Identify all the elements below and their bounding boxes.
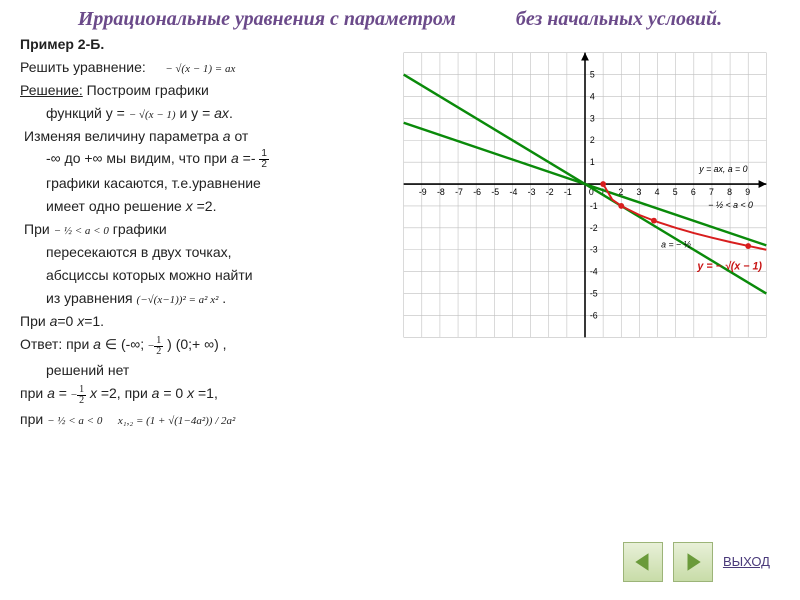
para2-l2: пересекаются в двух точках, bbox=[20, 243, 390, 262]
nav-row: ВЫХОД bbox=[623, 542, 770, 582]
svg-text:-6: -6 bbox=[473, 187, 481, 197]
eq-main: − √(x − 1) = ax bbox=[165, 63, 235, 75]
svg-text:-9: -9 bbox=[419, 187, 427, 197]
para1-l1: Изменяя величину параметра a от bbox=[20, 127, 390, 146]
p3c: =0 bbox=[57, 313, 77, 329]
chart: -9-8-7-6-5-4-3-2-10123456789-6-5-4-3-2-1… bbox=[390, 35, 780, 355]
answer-l3: при − ½ < a < 0 x₁,₂ = (1 + √(1−4a²)) / … bbox=[20, 410, 390, 429]
para2-l1: При − ½ < a < 0 графики bbox=[20, 220, 390, 239]
para1-l3: графики касаются, т.е.уравнение bbox=[20, 174, 390, 193]
para2-l3: абсциссы которых можно найти bbox=[20, 266, 390, 285]
exit-link[interactable]: ВЫХОД bbox=[723, 555, 770, 569]
svg-text:y = ax, a = 0: y = ax, a = 0 bbox=[698, 164, 747, 174]
svg-text:− ½ < a < 0: − ½ < a < 0 bbox=[708, 200, 753, 210]
solution-rest: Построим графики bbox=[83, 82, 209, 98]
svg-text:3: 3 bbox=[636, 187, 641, 197]
fn1: функций y = bbox=[46, 105, 129, 121]
answer-l1b: решений нет bbox=[20, 361, 390, 380]
svg-text:-1: -1 bbox=[564, 187, 572, 197]
para2-l4: из уравнения (−√(x−1))² = a² x² . bbox=[20, 289, 390, 308]
svg-text:-4: -4 bbox=[510, 187, 518, 197]
fn4: . bbox=[229, 105, 233, 121]
p1d: -∞ до +∞ мы видим, что при bbox=[46, 151, 231, 167]
a3ineq: − ½ < a < 0 bbox=[47, 415, 102, 427]
a2b: a bbox=[47, 385, 55, 401]
fn3: ax bbox=[214, 105, 229, 121]
p1e: a bbox=[231, 151, 239, 167]
next-button[interactable] bbox=[673, 542, 713, 582]
svg-text:8: 8 bbox=[727, 187, 732, 197]
ansd: ) (0;+ ∞) , bbox=[167, 336, 226, 352]
line-solution: Решение: Построим графики bbox=[20, 81, 390, 100]
svg-text:2: 2 bbox=[590, 135, 595, 145]
line-solve: Решить уравнение: − √(x − 1) = ax bbox=[20, 58, 390, 77]
title-bar: Иррациональные уравнения с параметром бе… bbox=[0, 0, 800, 35]
a3a: при bbox=[20, 411, 47, 427]
p2a: При bbox=[24, 221, 54, 237]
prev-button[interactable] bbox=[623, 542, 663, 582]
fn-eq: − √(x − 1) bbox=[129, 109, 176, 121]
p3a: При bbox=[20, 313, 50, 329]
svg-text:-5: -5 bbox=[590, 288, 598, 298]
svg-text:-8: -8 bbox=[437, 187, 445, 197]
ansb: a bbox=[93, 336, 101, 352]
svg-text:5: 5 bbox=[673, 187, 678, 197]
svg-text:3: 3 bbox=[590, 113, 595, 123]
title-left: Иррациональные уравнения с параметром bbox=[78, 8, 456, 31]
svg-text:4: 4 bbox=[655, 187, 660, 197]
p1j: =2. bbox=[193, 198, 217, 214]
p3e: =1. bbox=[84, 313, 104, 329]
solve-prefix: Решить уравнение: bbox=[20, 59, 146, 75]
triangle-right-icon bbox=[682, 551, 704, 573]
solution-word: Решение: bbox=[20, 82, 83, 98]
p1b: a bbox=[223, 128, 231, 144]
para1-l4: имеет одно решение x =2. bbox=[20, 197, 390, 216]
svg-text:6: 6 bbox=[691, 187, 696, 197]
p1h: имеет одно решение bbox=[46, 198, 186, 214]
svg-text:y = − √(x − 1): y = − √(x − 1) bbox=[696, 260, 762, 272]
p2e: из уравнения bbox=[46, 290, 137, 306]
example-label: Пример 2-Б. bbox=[20, 35, 390, 54]
svg-text:5: 5 bbox=[590, 69, 595, 79]
ansc: ∈ (-∞; bbox=[101, 336, 148, 352]
text-column: Пример 2-Б. Решить уравнение: − √(x − 1)… bbox=[20, 35, 390, 432]
svg-text:-2: -2 bbox=[590, 223, 598, 233]
a2i: =1, bbox=[194, 385, 218, 401]
svg-text:a = − ½: a = − ½ bbox=[661, 240, 691, 250]
a2d: x bbox=[90, 385, 97, 401]
title-right: без начальных условий. bbox=[516, 8, 722, 31]
svg-text:9: 9 bbox=[745, 187, 750, 197]
svg-text:4: 4 bbox=[590, 91, 595, 101]
line-functions: функций y = − √(x − 1) и y = ax. bbox=[20, 104, 390, 123]
answer-l1: Ответ: при a ∈ (-∞; −12 ) (0;+ ∞) , bbox=[20, 335, 390, 357]
svg-text:-2: -2 bbox=[546, 187, 554, 197]
svg-text:7: 7 bbox=[709, 187, 714, 197]
svg-text:-5: -5 bbox=[491, 187, 499, 197]
p1i: x bbox=[186, 198, 193, 214]
p2ineq: − ½ < a < 0 bbox=[54, 225, 109, 237]
p2b: графики bbox=[113, 221, 167, 237]
answer-l2: при a = −12 x =2, при a = 0 x =1, bbox=[20, 384, 390, 406]
svg-text:-4: -4 bbox=[590, 267, 598, 277]
a2a: при bbox=[20, 385, 47, 401]
svg-text:1: 1 bbox=[590, 157, 595, 167]
triangle-left-icon bbox=[632, 551, 654, 573]
svg-text:-7: -7 bbox=[455, 187, 463, 197]
p1a: Изменяя величину параметра bbox=[24, 128, 223, 144]
svg-text:-1: -1 bbox=[590, 201, 598, 211]
a2c: = bbox=[55, 385, 71, 401]
fn2: и y = bbox=[179, 105, 214, 121]
p2eq: (−√(x−1))² = a² x² bbox=[137, 294, 219, 306]
svg-text:-3: -3 bbox=[528, 187, 536, 197]
p1c: от bbox=[231, 128, 249, 144]
svg-text:-6: -6 bbox=[590, 310, 598, 320]
ansa: Ответ: при bbox=[20, 336, 93, 352]
para3: При a=0 x=1. bbox=[20, 312, 390, 331]
svg-text:-3: -3 bbox=[590, 245, 598, 255]
a2g: = 0 bbox=[159, 385, 187, 401]
p1f: =- bbox=[239, 151, 256, 167]
para1-l2: -∞ до +∞ мы видим, что при a =- 12 bbox=[20, 149, 390, 170]
a3eq: x₁,₂ = (1 + √(1−4a²)) / 2a² bbox=[118, 415, 235, 427]
a2e: =2, при bbox=[97, 385, 152, 401]
